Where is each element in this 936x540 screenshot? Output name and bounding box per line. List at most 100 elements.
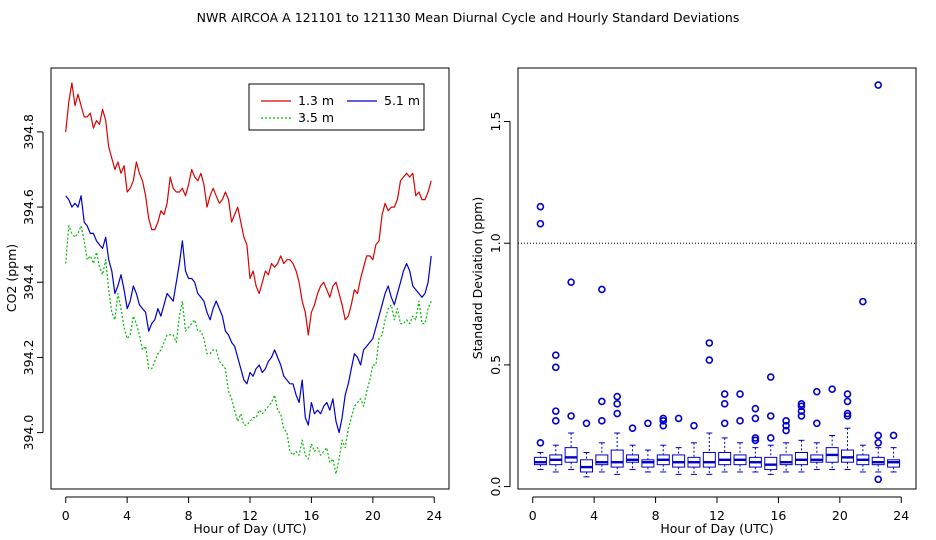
box-outlier xyxy=(782,426,790,435)
box-outlier xyxy=(536,202,545,211)
box-outlier xyxy=(705,339,714,347)
box-plot xyxy=(779,417,793,473)
box-outlier xyxy=(797,400,806,408)
left-plot-frame xyxy=(50,67,450,490)
box-plot xyxy=(887,431,901,473)
box-plot xyxy=(656,414,670,473)
box-plot xyxy=(672,414,686,475)
box-outlier xyxy=(613,400,621,408)
left-x-tick-label: 12 xyxy=(242,508,258,523)
box-outlier xyxy=(674,414,683,423)
legend-box xyxy=(248,83,425,131)
box-plot xyxy=(718,390,732,473)
box-outlier xyxy=(797,402,806,411)
box-iqr xyxy=(702,451,716,468)
right-x-tick-label: 12 xyxy=(709,508,725,523)
box-outlier xyxy=(720,390,729,398)
box-iqr xyxy=(810,454,824,463)
box-iqr xyxy=(718,451,732,466)
box-outlier xyxy=(582,419,591,428)
box-outlier xyxy=(843,397,852,406)
box-outlier xyxy=(690,421,698,430)
box-outlier xyxy=(567,278,575,286)
box-outlier xyxy=(859,297,867,306)
left-x-tick-label: 24 xyxy=(426,508,442,523)
left-y-tick-label: 394.6 xyxy=(21,189,36,225)
box-outlier xyxy=(551,417,560,425)
box-outlier xyxy=(659,414,668,423)
box-outlier xyxy=(751,404,760,413)
box-outlier xyxy=(843,390,852,398)
box-iqr xyxy=(626,454,640,463)
series-line-5-1-m xyxy=(65,195,432,434)
right-x-tick-label: 24 xyxy=(893,508,909,523)
box-outlier xyxy=(766,412,775,420)
right-y-axis: 0.0 0.5 1.0 1.5 xyxy=(488,112,511,497)
box-outlier xyxy=(874,431,883,440)
right-y-tick-label: 1.5 xyxy=(488,112,503,132)
box-plot xyxy=(748,404,762,473)
figure-title: NWR AIRCOA A 121101 to 121130 Mean Diurn… xyxy=(197,10,740,25)
left-x-tick-label: 0 xyxy=(62,508,70,523)
box-iqr xyxy=(533,456,547,466)
box-outlier xyxy=(766,434,775,442)
box-outlier xyxy=(551,407,560,415)
box-plot xyxy=(564,278,578,471)
box-outlier xyxy=(828,385,836,394)
box-outlier xyxy=(536,438,545,447)
box-plot xyxy=(702,339,716,475)
box-outlier xyxy=(536,219,545,228)
box-outlier xyxy=(813,387,821,396)
box-plot xyxy=(595,285,609,473)
right-y-tick-label: 0.0 xyxy=(488,477,503,497)
box-outlier xyxy=(736,390,744,398)
series-line-3-5-m xyxy=(65,225,432,475)
box-iqr xyxy=(841,449,855,463)
box-outlier xyxy=(628,424,637,432)
box-outlier xyxy=(705,356,714,364)
right-x-tick-label: 16 xyxy=(770,508,786,523)
box-iqr xyxy=(610,449,624,468)
box-iqr xyxy=(579,459,593,473)
box-outlier xyxy=(613,409,621,418)
box-outlier xyxy=(782,417,790,425)
box-plot xyxy=(825,385,839,471)
box-iqr xyxy=(764,456,778,471)
box-plot xyxy=(794,400,808,473)
box-outlier xyxy=(598,417,606,425)
box-outlier xyxy=(843,412,852,420)
box-outlier xyxy=(751,436,760,445)
box-outlier xyxy=(598,285,606,294)
box-plot xyxy=(871,81,885,484)
box-outlier xyxy=(782,421,790,430)
box-plot xyxy=(810,387,824,471)
right-y-tick-label: 1.0 xyxy=(488,233,503,253)
box-outlier xyxy=(889,431,898,440)
box-plot xyxy=(856,297,870,473)
box-outlier xyxy=(813,419,821,428)
right-x-tick-label: 0 xyxy=(529,508,537,523)
box-outlier xyxy=(551,363,560,372)
hourly-std-dev-panel: 0 4 8 12 16 20 24 0.0 0.5 1.0 1.5 Hour of Day (UT… xyxy=(470,67,917,536)
legend-label-3-5m: 3.5 m xyxy=(298,110,334,125)
left-x-axis: 0 4 8 12 16 20 24 xyxy=(62,496,442,523)
box-plot xyxy=(579,419,593,478)
left-series-lines xyxy=(65,82,432,475)
box-outlier xyxy=(797,412,806,420)
right-y-tick-label: 0.5 xyxy=(488,355,503,375)
box-plot xyxy=(626,424,640,471)
box-plot xyxy=(549,351,563,473)
box-outlier xyxy=(659,421,668,430)
box-iqr xyxy=(871,456,885,466)
left-x-tick-label: 4 xyxy=(123,508,131,523)
box-outlier xyxy=(659,417,668,425)
box-plot xyxy=(841,390,855,471)
left-y-axis-label: CO2 (ppm) xyxy=(4,244,19,312)
series-line-1-3-m xyxy=(65,82,432,336)
box-outlier xyxy=(551,351,560,359)
box-outlier xyxy=(843,409,852,418)
legend: 1.3 m 5.1 m 3.5 m xyxy=(248,83,425,131)
left-x-tick-label: 20 xyxy=(365,508,381,523)
box-iqr xyxy=(564,447,578,463)
